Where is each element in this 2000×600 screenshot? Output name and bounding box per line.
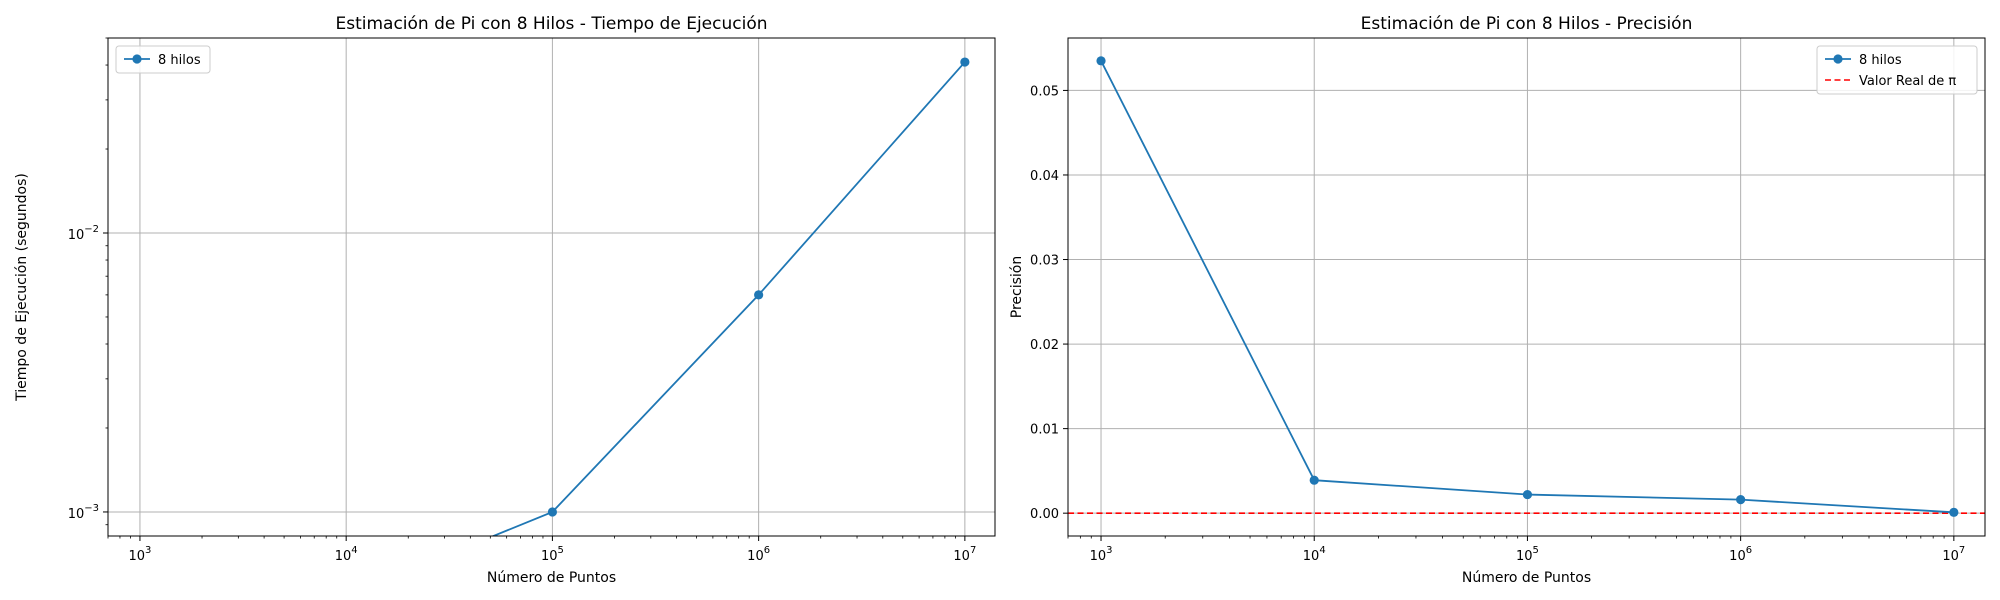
- x-tick-label: 107: [953, 545, 976, 564]
- data-point: [1309, 475, 1319, 485]
- x-axis-label: Número de Puntos: [487, 570, 616, 586]
- chart-title: Estimación de Pi con 8 Hilos - Precisión: [1361, 14, 1693, 34]
- x-tick-label: 105: [1516, 545, 1539, 564]
- x-tick-label: 106: [747, 545, 770, 564]
- legend-label: 8 hilos: [158, 53, 201, 68]
- y-tick-label: 10−3: [68, 503, 99, 522]
- x-tick-label: 104: [335, 545, 358, 564]
- legend: 8 hilos Valor Real de π: [1816, 45, 1978, 95]
- chart-title: Estimación de Pi con 8 Hilos - Tiempo de…: [336, 14, 768, 34]
- legend-box: [115, 45, 211, 74]
- axes-frame: [107, 37, 996, 537]
- legend: 8 hilos: [115, 45, 211, 74]
- data-point: [1096, 56, 1106, 66]
- x-tick-label: 103: [1090, 545, 1113, 564]
- series-line-group: [491, 57, 970, 536]
- chart-1: 103 104 105 106 107 10−3 10−2 Estimación de Pi …: [14, 14, 996, 586]
- x-tick-label: 104: [1303, 545, 1326, 564]
- data-point: [547, 507, 558, 517]
- legend-label: Valor Real de π: [1859, 74, 1956, 89]
- data-point: [1949, 507, 1959, 517]
- y-tick-label: 0.01: [1030, 423, 1059, 438]
- y-tick-label: 0.04: [1030, 169, 1059, 184]
- y-tick-label: 0.03: [1030, 254, 1059, 269]
- x-tick-label: 107: [1942, 545, 1965, 564]
- y-axis-label: Precisión: [1009, 256, 1025, 318]
- y-tick-label: 0.00: [1030, 507, 1059, 522]
- legend-swatch-marker: [1833, 54, 1843, 64]
- chart-2: 103 104 105 106 107 0.00 0.01 0.02 0.03 0.04 0.05 E…: [1009, 14, 1986, 586]
- x-tick-label: 105: [541, 545, 564, 564]
- x-tick-label: 103: [128, 545, 151, 564]
- data-point: [1736, 495, 1746, 505]
- legend-swatch-marker: [132, 54, 142, 64]
- x-tick-label: 106: [1729, 545, 1752, 564]
- data-point: [754, 290, 764, 300]
- data-point: [1522, 489, 1533, 500]
- legend-box: [1816, 45, 1978, 95]
- y-tick-label: 0.05: [1030, 84, 1059, 99]
- legend-label: 8 hilos: [1859, 53, 1902, 68]
- x-axis-label: Número de Puntos: [1462, 570, 1591, 586]
- data-point: [960, 57, 970, 67]
- y-axis-label: Tiempo de Ejecución (segundos): [14, 173, 30, 402]
- grid: [108, 38, 995, 536]
- grid: [1068, 38, 1985, 536]
- axes-frame: [1067, 37, 1986, 537]
- y-tick-label: 0.02: [1030, 338, 1059, 353]
- y-tick-label: 10−2: [68, 224, 99, 243]
- series-line-group: [1096, 56, 1959, 517]
